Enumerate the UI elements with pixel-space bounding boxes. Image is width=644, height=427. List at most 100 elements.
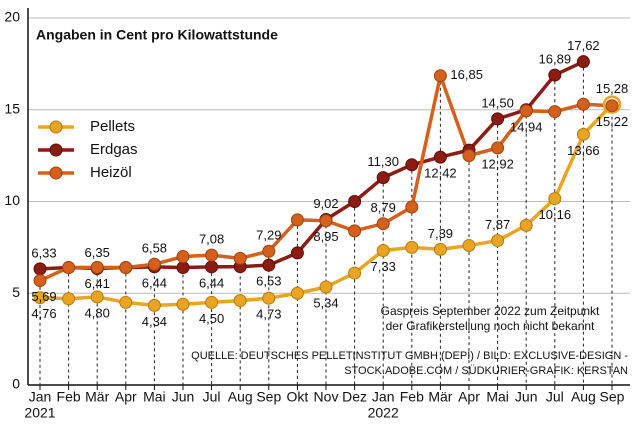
y-tick-label: 5 <box>12 284 20 300</box>
data-label: 12,92 <box>481 156 514 171</box>
data-point <box>462 239 476 253</box>
data-label: 7,08 <box>199 232 224 247</box>
data-point <box>262 291 276 305</box>
data-label: 6,44 <box>142 275 167 290</box>
data-point <box>290 286 304 300</box>
data-point <box>90 290 104 304</box>
x-tick-label: Apr <box>115 389 137 405</box>
legend-label: Pellets <box>90 118 135 135</box>
x-tick-label: Mär <box>85 389 109 405</box>
annotation: Gaspreis September 2022 zum Zeitpunkt <box>381 304 600 318</box>
data-point <box>376 217 390 231</box>
x-tick-label: Nov <box>314 389 339 405</box>
data-point <box>548 68 562 82</box>
data-label: 6,58 <box>142 241 167 256</box>
data-point <box>262 258 276 272</box>
data-label: 15,28 <box>596 81 629 96</box>
data-label: 4,34 <box>142 314 167 329</box>
data-point <box>576 127 590 141</box>
data-point <box>348 266 362 280</box>
y-tick-label: 10 <box>4 192 20 208</box>
data-label: 8,79 <box>371 200 396 215</box>
data-point <box>376 243 390 257</box>
data-point <box>319 214 333 228</box>
data-point <box>405 200 419 214</box>
data-point <box>376 171 390 185</box>
year-label: 2021 <box>24 405 55 421</box>
y-tick-label: 0 <box>12 376 20 392</box>
x-tick-label: Jul <box>546 389 564 405</box>
legend-label: Erdgas <box>90 141 138 158</box>
legend-label: Heizöl <box>90 164 132 181</box>
x-tick-label: Apr <box>458 389 480 405</box>
data-label: 4,50 <box>199 311 224 326</box>
data-point <box>176 297 190 311</box>
x-tick-label: Jan <box>372 389 395 405</box>
data-label: 13,66 <box>567 143 600 158</box>
y-tick-label: 20 <box>4 9 20 25</box>
data-point <box>491 112 505 126</box>
data-point <box>348 195 362 208</box>
data-label: 6,53 <box>256 274 281 289</box>
data-label: 8,95 <box>313 229 338 244</box>
x-tick-label: Dez <box>342 389 367 405</box>
x-tick-label: Mai <box>143 389 166 405</box>
data-point <box>290 246 304 260</box>
data-point <box>433 69 447 83</box>
data-point <box>119 261 133 275</box>
data-point <box>491 141 505 155</box>
data-label: 6,35 <box>85 245 110 260</box>
legend-marker <box>49 120 63 134</box>
data-label: 14,94 <box>510 119 543 134</box>
data-point <box>62 261 76 275</box>
data-label: 12,42 <box>424 166 457 181</box>
annotation: der Grafikerstellung noch nicht bekannt <box>386 319 595 333</box>
data-point <box>262 244 276 258</box>
data-label: 7,33 <box>371 259 396 274</box>
data-label: 7,39 <box>428 226 453 241</box>
data-label: 4,76 <box>31 306 56 321</box>
data-point <box>33 291 47 305</box>
data-point <box>576 97 590 111</box>
data-point <box>405 158 419 172</box>
data-point <box>176 261 190 275</box>
x-tick-label: Mai <box>486 389 509 405</box>
data-point <box>233 294 247 308</box>
x-tick-label: Aug <box>571 389 596 405</box>
x-tick-label: Jun <box>515 389 538 405</box>
data-point <box>205 260 219 274</box>
x-tick-label: Sep <box>256 389 281 405</box>
data-label: 6,44 <box>199 275 224 290</box>
data-label: 14,50 <box>481 95 514 110</box>
data-label: 4,73 <box>256 307 281 322</box>
data-point <box>548 192 562 206</box>
x-tick-label: Mär <box>428 389 452 405</box>
data-point <box>405 240 419 254</box>
data-point <box>290 213 304 227</box>
data-label: 7,87 <box>485 217 510 232</box>
data-point <box>62 292 76 306</box>
data-point <box>147 298 161 312</box>
data-point <box>33 262 47 276</box>
data-point <box>576 55 590 69</box>
data-label: 5,34 <box>313 295 338 310</box>
data-label: 7,29 <box>256 228 281 243</box>
data-label: 16,89 <box>539 52 572 67</box>
legend-marker <box>49 143 63 157</box>
x-tick-label: Jun <box>172 389 195 405</box>
data-point <box>205 248 219 262</box>
data-point <box>119 295 133 309</box>
x-tick-label: Jul <box>203 389 221 405</box>
data-point <box>433 150 447 164</box>
data-label: 4,80 <box>85 305 110 320</box>
data-point <box>33 274 47 288</box>
x-tick-label: Feb <box>57 389 81 405</box>
data-label: 15,22 <box>596 114 629 129</box>
source: QUELLE: DEUTSCHES PELLETINSTITUT GMBH (D… <box>191 350 628 362</box>
data-point <box>90 260 104 274</box>
data-point <box>519 218 533 232</box>
data-point <box>205 295 219 309</box>
y-tick-label: 15 <box>4 100 20 116</box>
data-point <box>433 242 447 256</box>
